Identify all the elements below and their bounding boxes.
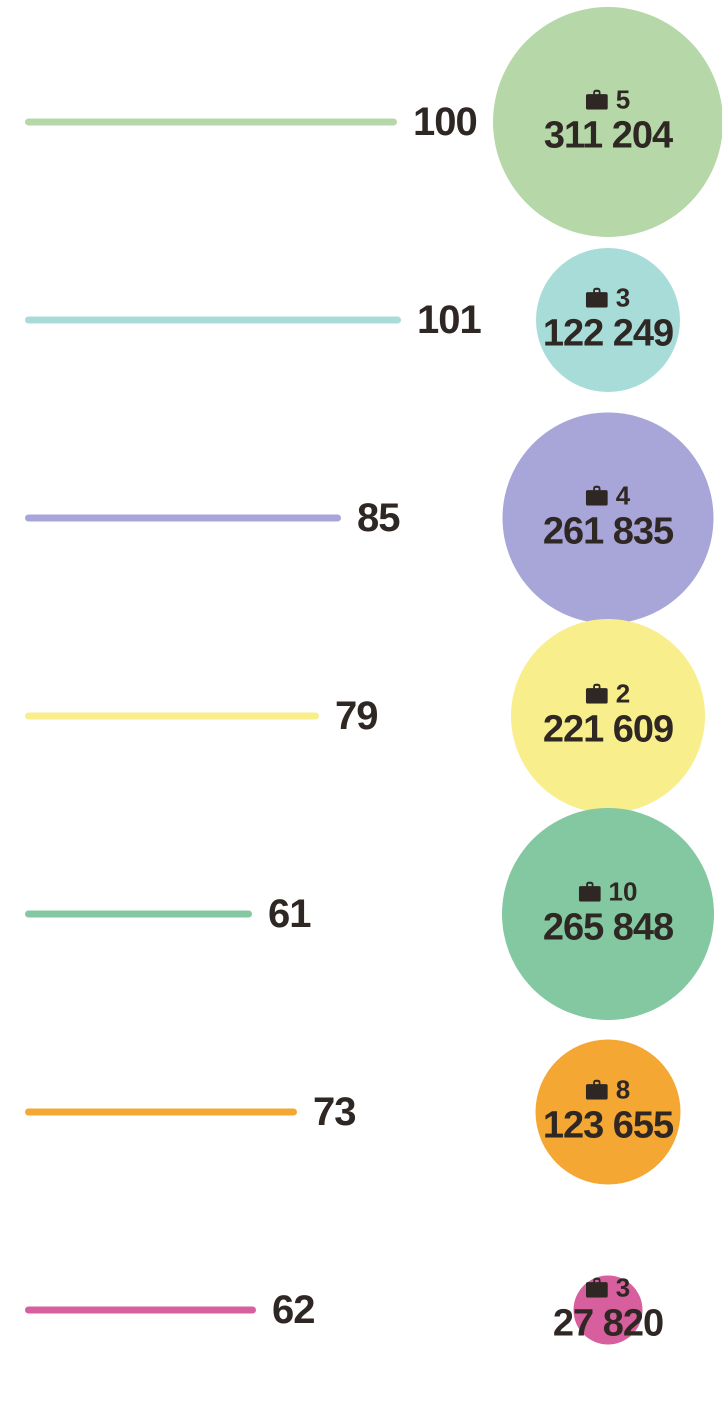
bubble-amount: 311 204	[543, 114, 673, 157]
bubble-count-line: 8	[585, 1074, 631, 1105]
briefcase-icon	[585, 89, 608, 110]
briefcase-icon	[585, 683, 608, 704]
chart-row: 61 10 265 848	[0, 808, 722, 1020]
bubble-amount: 221 609	[542, 708, 674, 751]
bubble-count-line: 3	[585, 1272, 631, 1303]
bar-value-label: 62	[272, 1288, 315, 1332]
bubble-count-line: 4	[585, 480, 631, 511]
bar-value-label: 61	[268, 892, 311, 936]
bubble-count-line: 5	[585, 84, 631, 115]
value-bar	[25, 910, 252, 918]
bar-value-label: 100	[413, 100, 478, 144]
value-bar	[25, 1108, 297, 1116]
bubble-circle	[502, 808, 714, 1020]
chart-row: 79 2 221 609	[0, 617, 722, 815]
bubble-amount: 123 655	[542, 1104, 674, 1147]
bubble-text: 5 311 204	[543, 84, 673, 158]
bar-value-label: 85	[357, 496, 400, 540]
bubble-amount: 122 249	[542, 312, 674, 355]
bubble-count: 4	[615, 480, 631, 511]
bubble-circle	[535, 1039, 681, 1185]
bubble-circle	[573, 1275, 643, 1345]
bubble-count: 8	[615, 1074, 631, 1105]
bubble-count: 2	[615, 678, 631, 709]
bubble-amount: 265 848	[542, 906, 674, 949]
bubble-circle	[536, 248, 680, 392]
bubble-count-line: 2	[585, 678, 631, 709]
bar-value-label: 101	[417, 298, 482, 342]
value-bar	[25, 712, 319, 720]
value-bar	[25, 514, 341, 522]
briefcase-icon	[585, 1079, 608, 1100]
chart-row: 101 3 122 249	[0, 221, 722, 419]
bubble-amount: 261 835	[542, 510, 674, 553]
bubble-count: 3	[615, 282, 631, 313]
chart-row: 85 4 261 835	[0, 412, 722, 624]
bubble-count-line: 3	[585, 282, 631, 313]
bubble-circle	[511, 619, 705, 813]
bubble-amount: 27 820	[552, 1302, 664, 1345]
value-bar	[25, 316, 401, 324]
briefcase-icon	[578, 881, 601, 902]
chart-rows: 100 5 311 204 101	[0, 7, 722, 1402]
bubble-count-line: 10	[578, 876, 638, 907]
briefcase-icon	[585, 485, 608, 506]
chart-row: 100 5 311 204	[0, 7, 722, 237]
briefcase-icon	[585, 287, 608, 308]
bubble-text: 2 221 609	[542, 678, 674, 752]
bar-value-label: 79	[335, 694, 378, 738]
bar-value-label: 73	[313, 1090, 356, 1134]
bubble-circle	[502, 412, 714, 624]
bubble-text: 3 27 820	[552, 1272, 664, 1346]
chart-row: 73 8 123 655	[0, 1013, 722, 1211]
bubble-text: 10 265 848	[542, 876, 674, 950]
bubble-text: 4 261 835	[542, 480, 674, 554]
bubble-text: 3 122 249	[542, 282, 674, 356]
bubble-count: 10	[608, 876, 638, 907]
bubble-text: 8 123 655	[542, 1074, 674, 1148]
bubble-count: 3	[615, 1272, 631, 1303]
value-bar	[25, 118, 397, 126]
briefcase-icon	[585, 1277, 608, 1298]
bubble-count: 5	[615, 84, 631, 115]
chart-row: 62 3 27 820	[0, 1211, 722, 1402]
value-bar	[25, 1306, 256, 1314]
bubble-circle	[493, 7, 722, 237]
